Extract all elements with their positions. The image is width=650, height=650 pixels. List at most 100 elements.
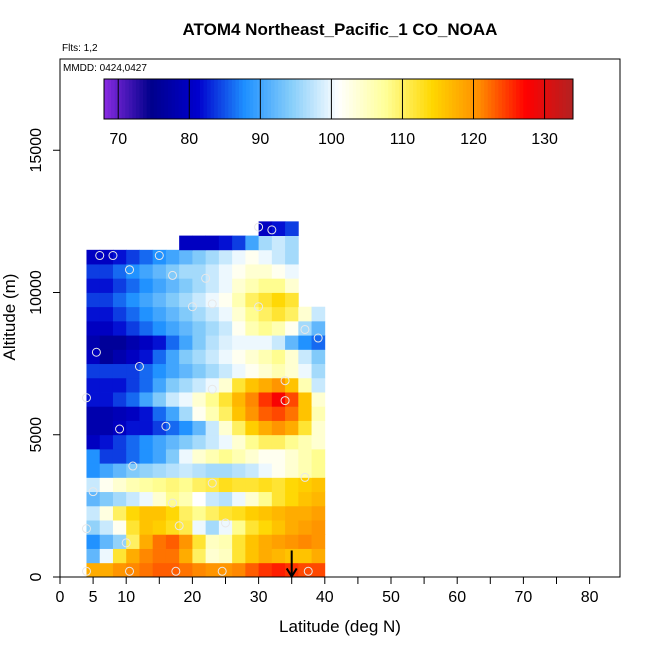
heatmap-cell: [139, 249, 154, 265]
heatmap-cell: [86, 463, 101, 478]
colorbar-tick-label: 110: [390, 131, 416, 148]
heatmap-cell: [139, 278, 154, 293]
heatmap-cell: [126, 363, 140, 379]
colorbar-segment: [409, 79, 414, 119]
heatmap-cell: [99, 349, 114, 365]
heatmap-cell: [232, 420, 246, 436]
sample-point: [161, 421, 171, 431]
heatmap-cell: [86, 534, 101, 549]
heatmap-cell: [258, 534, 273, 549]
colorbar-segment: [505, 79, 510, 119]
heatmap-cell: [205, 320, 220, 336]
heatmap-cell: [285, 363, 299, 379]
heatmap-cell: [99, 320, 114, 336]
colorbar-segment: [498, 79, 503, 119]
heatmap-cell: [285, 278, 299, 293]
heatmap-cell: [232, 491, 246, 507]
heatmap-cell: [205, 363, 220, 379]
colorbar-segment: [214, 79, 219, 119]
heatmap-cell: [205, 235, 220, 251]
heatmap-cell: [86, 320, 101, 336]
sample-point: [91, 347, 101, 357]
sample-point: [81, 524, 91, 534]
colorbar-segment: [345, 79, 350, 119]
colorbar-segment: [324, 79, 329, 119]
heatmap-cell: [298, 477, 312, 493]
heatmap-cell: [192, 534, 207, 549]
heatmap-cell: [258, 278, 273, 293]
heatmap-cell: [245, 420, 259, 436]
colorbar-segment: [125, 79, 130, 119]
sample-point: [128, 461, 138, 471]
heatmap-cell: [311, 392, 326, 407]
heatmap-cell: [152, 548, 167, 564]
heatmap-cell: [232, 335, 246, 350]
heatmap-cell: [245, 320, 259, 336]
colorbar-frame: [103, 78, 574, 120]
heatmap-cell: [298, 420, 312, 436]
heatmap-cell: [285, 505, 299, 521]
colorbar-segment: [295, 79, 300, 119]
colorbar-segment: [427, 79, 432, 119]
heatmap-cell: [245, 491, 259, 507]
heatmap-cell: [139, 434, 154, 450]
heatmap-cell: [99, 534, 114, 549]
arrow-head: [285, 567, 298, 579]
heatmap-cell: [152, 491, 167, 507]
heatmap-cell: [205, 420, 220, 436]
heatmap-cell: [152, 505, 167, 521]
colorbar-segment: [519, 79, 524, 119]
heatmap-cell: [99, 491, 114, 507]
colorbar-segment: [306, 79, 311, 119]
heatmap-cell: [285, 292, 299, 308]
heatmap-cell: [192, 477, 207, 493]
heatmap-cell: [192, 278, 207, 293]
heatmap-cell: [271, 562, 286, 578]
heatmap-cell: [258, 377, 273, 393]
heatmap-cell: [165, 406, 180, 421]
heatmap-cells: [86, 221, 326, 578]
heatmap-cell: [86, 477, 101, 493]
heatmap-cell: [152, 420, 167, 436]
colorbar-segment: [263, 79, 268, 119]
colorbar-segment: [377, 79, 382, 119]
colorbar-segment: [349, 79, 354, 119]
heatmap-cell: [298, 463, 312, 478]
heatmap-cell: [285, 491, 299, 507]
heatmap-cell: [311, 491, 326, 507]
heatmap-cell: [245, 434, 259, 450]
heatmap-cell: [311, 320, 326, 336]
colorbar-segment: [395, 79, 400, 119]
heatmap-cell: [245, 249, 259, 265]
x-tick-label: 20: [184, 589, 202, 606]
sample-point: [254, 302, 264, 312]
heatmap-cell: [245, 335, 259, 350]
heatmap-cell: [311, 406, 326, 421]
heatmap-cell: [258, 548, 273, 564]
heatmap-cell: [232, 406, 246, 421]
heatmap-cell: [126, 292, 140, 308]
heatmap-cell: [232, 363, 246, 379]
heatmap-cell: [152, 434, 167, 450]
heatmap-cell: [232, 520, 246, 535]
heatmap-cell: [152, 264, 167, 279]
heatmap-cell: [126, 548, 140, 564]
colorbar-segment: [469, 79, 475, 119]
heatmap-cell: [205, 520, 220, 535]
heatmap-cell: [218, 420, 233, 436]
heatmap-cell: [86, 420, 101, 436]
heatmap-cell: [192, 320, 207, 336]
heatmap-cell: [205, 548, 220, 564]
heatmap-cell: [311, 448, 326, 464]
heatmap-cell: [205, 448, 220, 464]
heatmap-cell: [218, 477, 233, 493]
heatmap-cell: [152, 463, 167, 478]
heatmap-cell: [245, 534, 259, 549]
heatmap-cell: [271, 420, 286, 436]
heatmap-cell: [205, 562, 220, 578]
heatmap-cell: [245, 363, 259, 379]
heatmap-cell: [179, 477, 193, 493]
heatmap-cell: [298, 377, 312, 393]
colorbar-segment: [413, 79, 418, 119]
heatmap-cell: [179, 392, 193, 407]
